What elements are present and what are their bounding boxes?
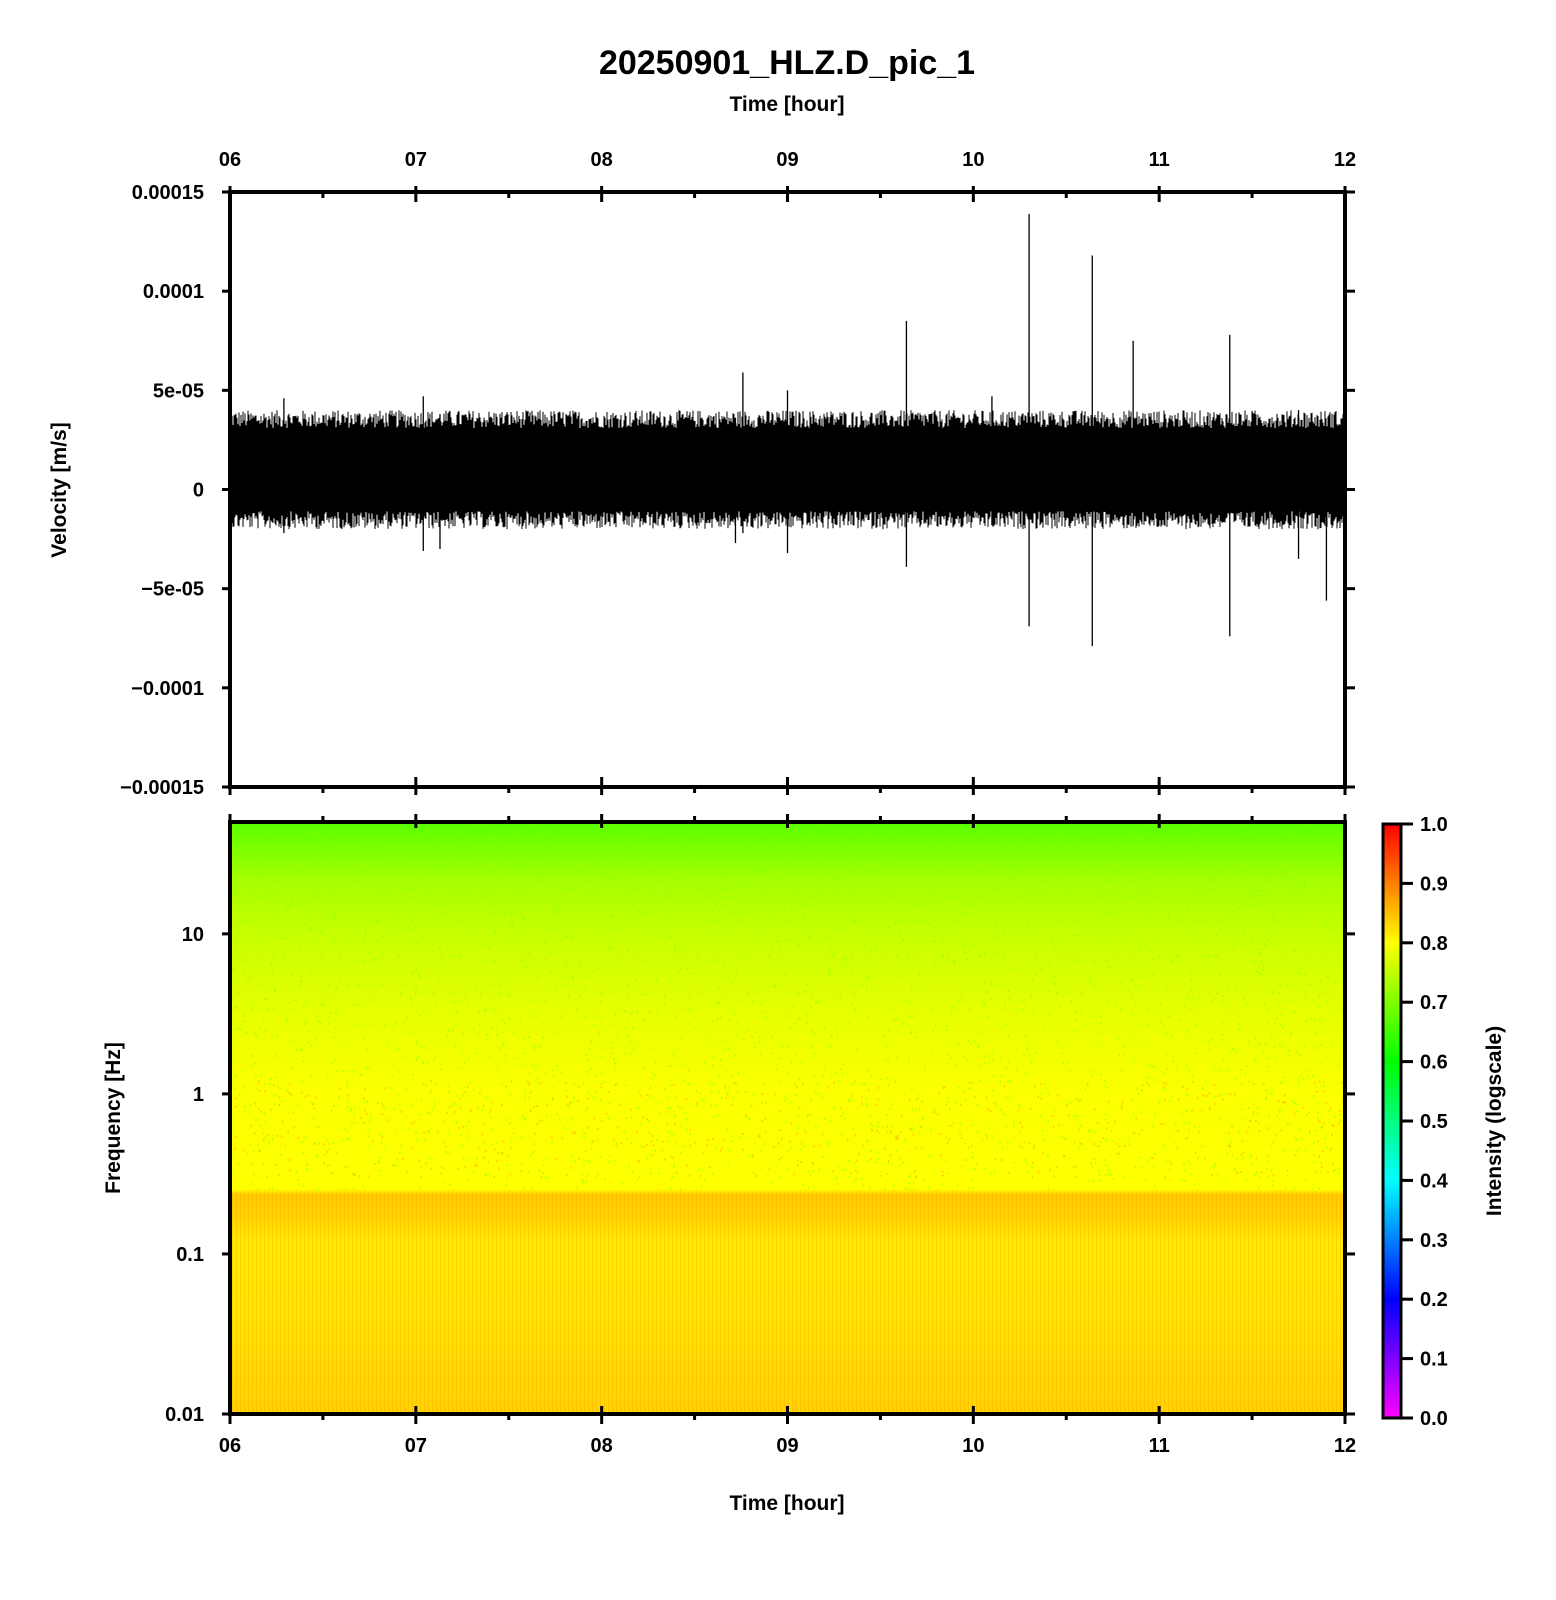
top-x-tick-label-10: 10 bbox=[962, 149, 984, 171]
spectrogram-y-ticks: 10 1 0.1 0.01 bbox=[165, 924, 1355, 1426]
spectrogram-speckle bbox=[232, 821, 1345, 1191]
colorbar-tick-label: 0.3 bbox=[1420, 1230, 1448, 1252]
y-tick-label: −0.00015 bbox=[120, 777, 204, 799]
chart-title: 20250901_HLZ.D_pic_1 bbox=[599, 44, 975, 82]
spectrogram-bottom-x-ticks: 06 07 08 09 10 11 12 bbox=[219, 1406, 1356, 1457]
freq-tick-label: 0.1 bbox=[176, 1244, 204, 1266]
spectrogram-panel: 06 07 08 09 10 11 12 10 1 0.1 0.01 Frequency [Hz]… bbox=[102, 814, 1356, 1515]
colorbar-tick-label: 0.7 bbox=[1420, 992, 1448, 1014]
colorbar-tick-label: 0.1 bbox=[1420, 1349, 1448, 1371]
top-x-tick-label-11: 11 bbox=[1149, 149, 1170, 171]
bottom-x-tick-label-09: 09 bbox=[776, 1435, 798, 1457]
bottom-x-tick-label-12: 12 bbox=[1334, 1435, 1356, 1457]
colorbar: 1.0 0.9 0.8 0.7 0.6 0.5 0.4 0.3 0.2 0.1 0.0 Intens… bbox=[1381, 814, 1506, 1430]
top-x-tick-label-12: 12 bbox=[1334, 149, 1356, 171]
colorbar-label: Intensity (logscale) bbox=[1483, 1026, 1506, 1216]
y-tick-label: 0.0001 bbox=[143, 281, 204, 303]
y-tick-label: −5e-05 bbox=[141, 579, 204, 601]
seismogram-y-ticks: 0.00015 0.0001 5e-05 0 −5e-05 −0.0001 −0.00015 bbox=[120, 182, 1355, 799]
colorbar-tick-label: 0.4 bbox=[1420, 1170, 1449, 1192]
bottom-time-axis-label: Time [hour] bbox=[729, 1492, 844, 1515]
y-tick-label: 0.00015 bbox=[132, 182, 204, 204]
colorbar-tick-label: 0.9 bbox=[1420, 873, 1448, 895]
colorbar-tick-label: 0.2 bbox=[1420, 1289, 1448, 1311]
spectrogram-texture bbox=[230, 822, 1345, 1414]
top-x-tick-label-07: 07 bbox=[405, 149, 427, 171]
colorbar-tick-label: 0.0 bbox=[1420, 1408, 1448, 1430]
bottom-x-tick-label-07: 07 bbox=[405, 1435, 427, 1457]
top-x-tick-label-08: 08 bbox=[591, 149, 613, 171]
bottom-x-tick-label-10: 10 bbox=[962, 1435, 984, 1457]
y-tick-label: 5e-05 bbox=[153, 380, 204, 402]
top-x-tick-label-06: 06 bbox=[219, 149, 241, 171]
seismogram-panel: 06 07 08 09 10 11 12 0.00015 0.0001 5e-05 0 −5e-05… bbox=[48, 149, 1356, 799]
top-x-tick-label-09: 09 bbox=[776, 149, 798, 171]
speckle-orange bbox=[234, 1080, 1344, 1179]
spectrogram-y-axis-label: Frequency [Hz] bbox=[102, 1042, 125, 1194]
bottom-x-tick-label-11: 11 bbox=[1149, 1435, 1170, 1457]
seismogram-trace bbox=[229, 213, 1346, 647]
colorbar-tick-label: 0.5 bbox=[1420, 1111, 1448, 1133]
colorbar-tick-label: 1.0 bbox=[1420, 814, 1448, 836]
colorbar-tick-label: 0.8 bbox=[1420, 933, 1448, 955]
y-tick-label: −0.0001 bbox=[131, 678, 204, 700]
speckle-green bbox=[232, 821, 1345, 1191]
seismogram-y-axis-label: Velocity [m/s] bbox=[48, 422, 71, 557]
colorbar-tick-label: 0.6 bbox=[1420, 1052, 1448, 1074]
seismogram-top-x-ticks: 06 07 08 09 10 11 12 bbox=[219, 149, 1356, 795]
top-time-axis-label: Time [hour] bbox=[729, 93, 844, 116]
colorbar-ticks: 1.0 0.9 0.8 0.7 0.6 0.5 0.4 0.3 0.2 0.1 0.0 bbox=[1401, 814, 1449, 1430]
spectrogram-top-x-ticks bbox=[228, 814, 1347, 828]
y-tick-label: 0 bbox=[193, 480, 204, 502]
colorbar-scale bbox=[1381, 822, 1403, 1420]
freq-tick-label: 10 bbox=[182, 924, 204, 946]
bottom-x-tick-label-08: 08 bbox=[591, 1435, 613, 1457]
freq-tick-label: 0.01 bbox=[165, 1404, 204, 1426]
bottom-x-tick-label-06: 06 bbox=[219, 1435, 241, 1457]
freq-tick-label: 1 bbox=[193, 1084, 204, 1106]
